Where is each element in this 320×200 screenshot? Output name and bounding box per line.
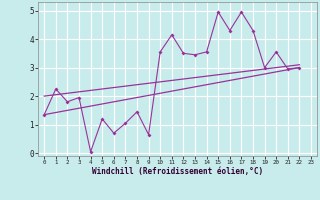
X-axis label: Windchill (Refroidissement éolien,°C): Windchill (Refroidissement éolien,°C) (92, 167, 263, 176)
